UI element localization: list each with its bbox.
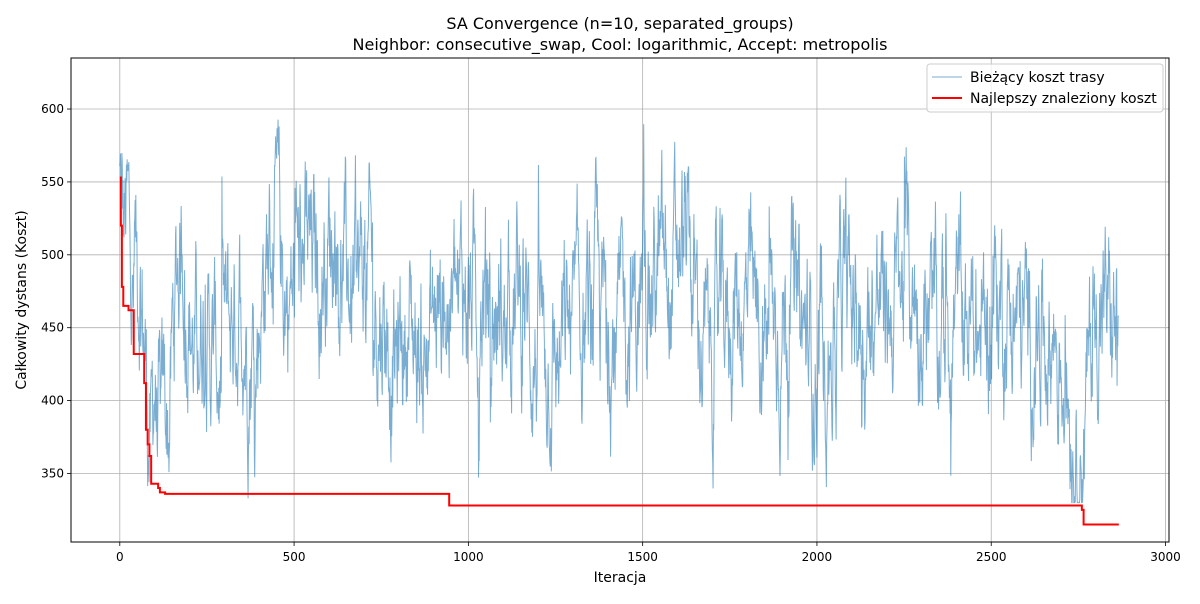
x-axis-label: Iteracja — [594, 570, 647, 586]
x-tick-label: 500 — [283, 550, 306, 564]
x-tick-label: 1000 — [453, 550, 484, 564]
x-tick-label: 3000 — [1150, 550, 1181, 564]
x-tick-label: 1500 — [627, 550, 658, 564]
legend-label-current-cost: Bieżący koszt trasy — [970, 70, 1105, 86]
plot-frame — [70, 57, 1170, 543]
series-line-best-cost — [119, 176, 1119, 526]
chart-title: SA Convergence (n=10, separated_groups) — [446, 14, 793, 34]
y-tick-label: 400 — [41, 394, 64, 408]
series-line-current-cost — [119, 119, 1119, 504]
tick-layer: 0 500 1000 1500 2000 2500 3000 350 400 450 500 550 6… — [41, 102, 1181, 564]
y-tick-label: 600 — [41, 102, 64, 116]
legend-frame — [926, 63, 1164, 113]
y-tick-label: 450 — [41, 321, 64, 335]
y-tick-label: 550 — [41, 175, 64, 189]
y-tick-label: 350 — [41, 466, 64, 480]
x-tick-label: 2000 — [802, 550, 833, 564]
legend: Bieżący koszt trasy Najlepszy znaleziony… — [926, 63, 1164, 113]
legend-label-best-cost: Najlepszy znaleziony koszt — [970, 91, 1157, 107]
x-tick-label: 2500 — [976, 550, 1007, 564]
y-axis-label: Całkowity dystans (Koszt) — [14, 210, 30, 389]
y-tick-label: 500 — [41, 248, 64, 262]
plot-layer — [119, 119, 1119, 526]
chart-subtitle: Neighbor: consecutive_swap, Cool: logari… — [353, 35, 888, 55]
x-tick-label: 0 — [116, 550, 124, 564]
